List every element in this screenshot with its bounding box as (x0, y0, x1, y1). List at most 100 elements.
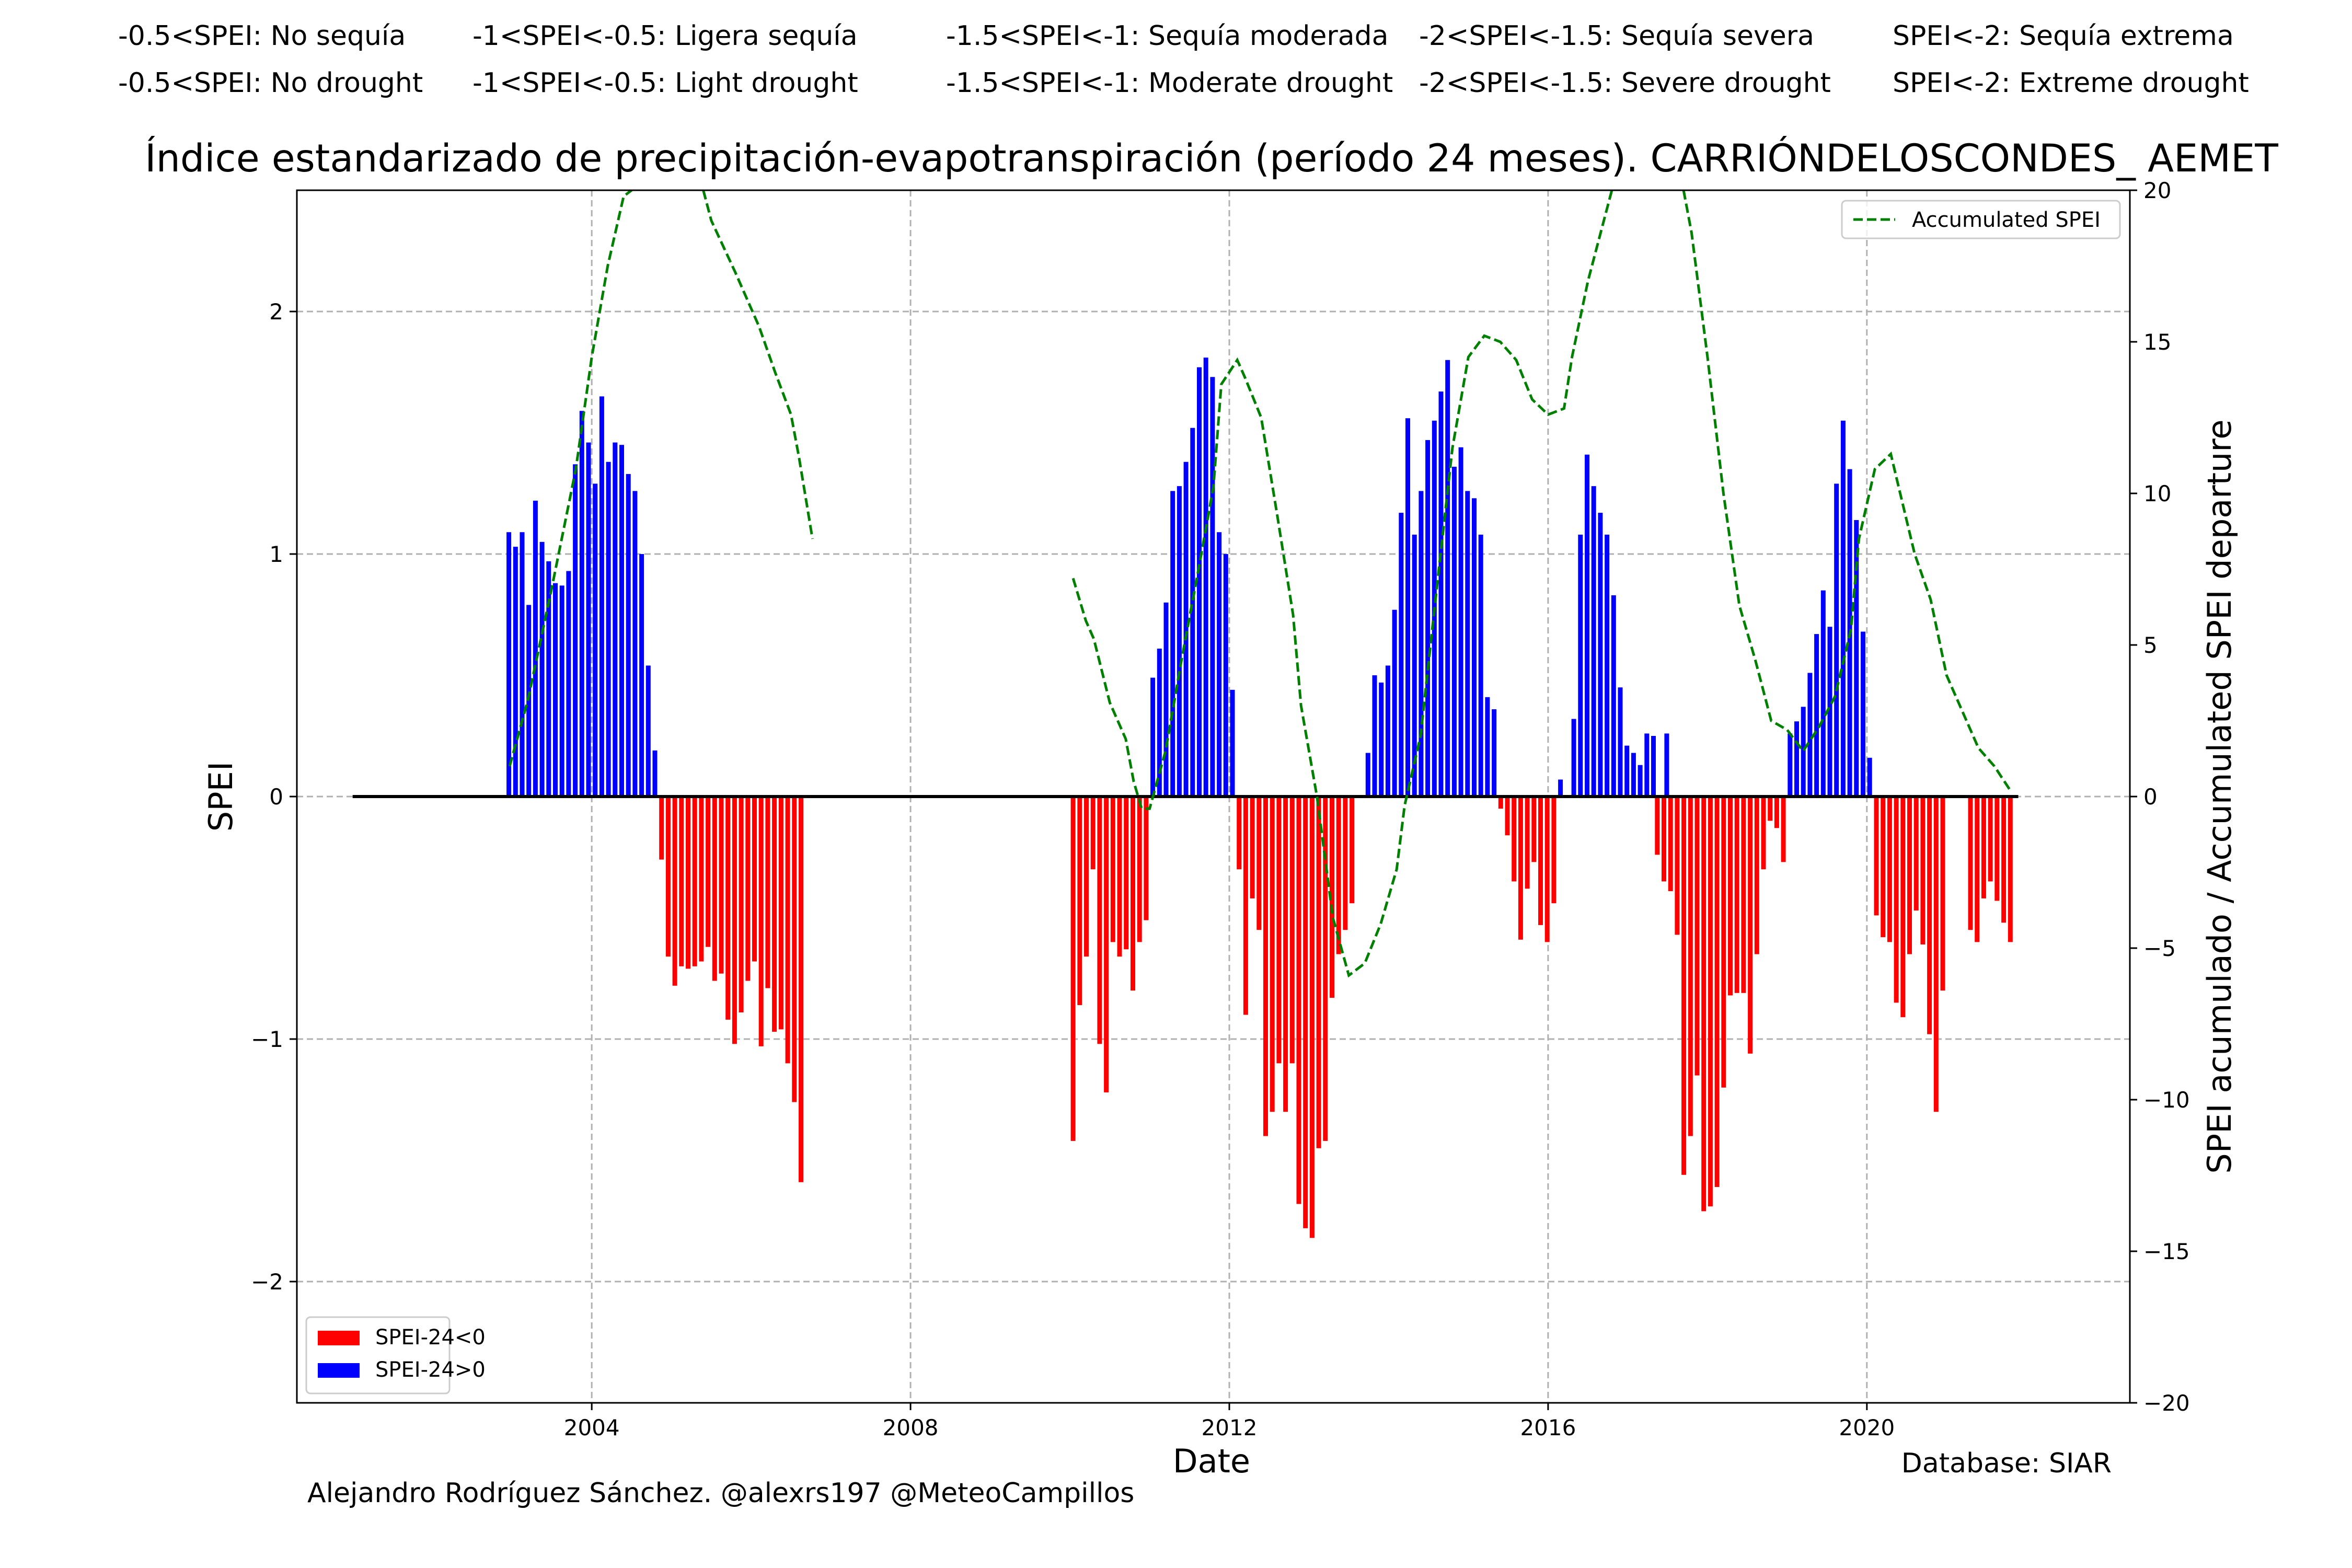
y2-tick-label: 0 (2143, 784, 2158, 810)
accumulated-spei-segment (508, 190, 632, 767)
spei-bar-negative (752, 797, 757, 962)
spei-bar-positive (1585, 454, 1589, 797)
spei-bar-negative (778, 797, 783, 1030)
spei-bar-negative (758, 797, 764, 1046)
spei-bar-positive (1788, 733, 1793, 797)
header-en-0: -0.5<SPEI: No drought (118, 67, 423, 99)
y-tick-label: −1 (251, 1027, 283, 1052)
spei-bar-negative (1270, 797, 1275, 1112)
spei-bar-positive (1405, 418, 1410, 797)
spei-bar-positive (1210, 377, 1215, 797)
spei-bar-negative (792, 797, 797, 1102)
spei-bar-negative (1881, 797, 1886, 938)
x-tick-label: 2016 (1520, 1415, 1576, 1440)
spei-bar-negative (1721, 797, 1726, 1088)
spei-bar-negative (1525, 797, 1530, 889)
spei-bar-positive (1438, 391, 1444, 797)
spei-bar-negative (1323, 797, 1328, 1141)
y2-axis-label: SPEI acumulado / Accumulated SPEI depart… (2200, 419, 2239, 1173)
spei-bar-negative (686, 797, 690, 969)
spei-bar-positive (1598, 513, 1603, 797)
header-es-4: SPEI<-2: Sequía extrema (1893, 20, 2234, 52)
spei-bar-positive (1399, 513, 1404, 797)
spei-bar-positive (1631, 753, 1636, 797)
spei-bar-negative (1336, 797, 1341, 954)
x-axis-label: Date (1173, 1442, 1250, 1480)
y-tick-label: −2 (251, 1269, 283, 1295)
spei-bar-negative (1714, 797, 1720, 1187)
spei-bar-negative (1988, 797, 1993, 882)
spei-bar-positive (639, 554, 644, 797)
spei-bar-negative (1688, 797, 1693, 1136)
spei-bar-positive (1170, 491, 1175, 797)
spei-bar-positive (606, 462, 611, 797)
spei-bar-positive (1190, 428, 1195, 797)
spei-bar-negative (1237, 797, 1242, 870)
spei-bar-positive (1379, 682, 1384, 797)
spei-bar-positive (1177, 486, 1182, 797)
spei-bar-positive (1861, 631, 1865, 797)
spei-bar-positive (1385, 665, 1390, 797)
spei-bar-negative (1741, 797, 1746, 993)
spei-bar-negative (1754, 797, 1759, 954)
spei-bar-positive (1445, 360, 1450, 797)
spei-bar-negative (1316, 797, 1321, 1148)
spei-bar-negative (1243, 797, 1248, 1015)
spei-bar-positive (1412, 534, 1417, 797)
spei-bar-positive (645, 665, 651, 797)
spei-bar-negative (1887, 797, 1892, 942)
spei-bar-positive (1854, 520, 1859, 797)
spei-bar-positive (1451, 467, 1457, 797)
spei-bar-negative (1681, 797, 1687, 1175)
spei-bar-negative (2001, 797, 2007, 923)
spei-bar-negative (1350, 797, 1355, 904)
y2-tick-label: 10 (2143, 481, 2171, 506)
spei-bar-positive (1217, 532, 1222, 797)
y-tick-label: 0 (269, 784, 283, 810)
spei-bar-negative (1708, 797, 1713, 1207)
negative-legend-swatch (318, 1331, 360, 1345)
spei-bar-positive (1820, 590, 1826, 797)
spei-bar-positive (652, 750, 658, 797)
spei-bar-negative (712, 797, 717, 981)
spei-bar-positive (520, 532, 525, 797)
spei-bar-positive (1485, 697, 1490, 797)
spei-bar-negative (1927, 797, 1932, 1034)
x-tick-label: 2020 (1839, 1415, 1895, 1440)
y2-tick-label: 20 (2143, 178, 2171, 203)
header-es-3: -2<SPEI<-1.5: Sequía severa (1419, 20, 1814, 52)
spei-bar-negative (1518, 797, 1523, 940)
spei-bar-negative (785, 797, 790, 1064)
spei-bar-negative (1694, 797, 1700, 1076)
spei-bar-negative (1124, 797, 1129, 950)
spei-bar-negative (1309, 797, 1315, 1238)
spei-bar-negative (1940, 797, 1945, 991)
spei-bar-positive (566, 571, 571, 797)
spei-bar-positive (599, 396, 604, 797)
spei-bar-negative (659, 797, 664, 860)
spei-bar-positive (1578, 534, 1583, 797)
spei-bar-positive (1492, 709, 1497, 797)
spei-bar-negative (799, 797, 803, 1182)
bar-legend: SPEI-24<0 SPEI-24>0 (305, 1316, 486, 1394)
spei-bar-negative (1498, 797, 1503, 809)
spei-bar-positive (539, 541, 545, 797)
spei-bar-positive (1807, 673, 1813, 797)
spei-bar-negative (1968, 797, 1973, 930)
spei-bar-negative (1070, 797, 1076, 1141)
y2-tick-label: −5 (2143, 936, 2176, 961)
spei-bar-negative (1544, 797, 1550, 942)
spei-bar-positive (1203, 358, 1208, 797)
spei-bar-negative (1981, 797, 1986, 898)
spei-bar-positive (1867, 757, 1872, 797)
chart-title: Índice estandarizado de precipitación-ev… (145, 136, 2278, 181)
spei-bar-positive (586, 442, 591, 797)
spei-bar-positive (1644, 733, 1650, 797)
spei-bar-positive (1651, 736, 1656, 797)
spei-bar-negative (739, 797, 744, 1012)
spei-bar-positive (593, 483, 598, 797)
spei-bar-negative (672, 797, 677, 986)
y2-tick-label: −20 (2143, 1390, 2190, 1416)
spei-bar-positive (573, 464, 578, 797)
spei-bar-negative (1289, 797, 1295, 1064)
